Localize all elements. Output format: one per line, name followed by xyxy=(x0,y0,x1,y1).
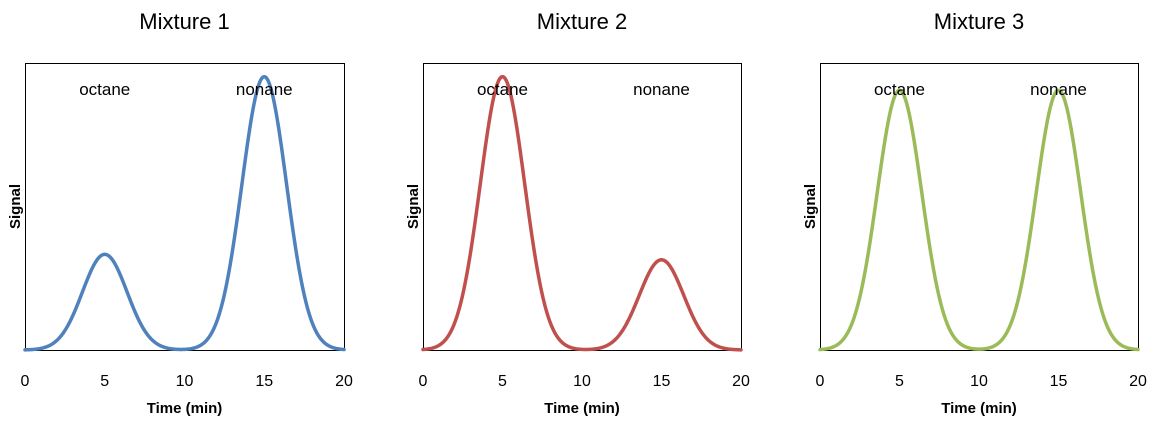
signal-line-1 xyxy=(23,74,346,352)
x-axis-label-1: Time (min) xyxy=(147,400,223,417)
x-tick-label-0-2: 0 xyxy=(419,373,428,390)
x-tick-label-5-1: 5 xyxy=(100,373,109,390)
x-axis-label-3: Time (min) xyxy=(941,400,1017,417)
chart-title-3: Mixture 3 xyxy=(934,9,1024,34)
peak-label-nonane-3: nonane xyxy=(1030,80,1087,99)
x-tick-label-0-3: 0 xyxy=(816,373,825,390)
plot-area-1 xyxy=(25,63,345,351)
chart-title-1: Mixture 1 xyxy=(139,9,229,34)
signal-line-3 xyxy=(818,88,1140,352)
x-tick-label-5-3: 5 xyxy=(895,373,904,390)
peak-label-octane-2: octane xyxy=(477,80,528,99)
signal-line-2 xyxy=(421,74,743,352)
x-tick-label-20-2: 20 xyxy=(732,373,750,390)
x-tick-label-15-1: 15 xyxy=(255,373,273,390)
x-tick-label-20-1: 20 xyxy=(335,373,353,390)
plot-area-3 xyxy=(820,63,1139,351)
plot-area-2 xyxy=(423,63,742,351)
y-axis-label-3: Signal xyxy=(802,184,819,229)
y-axis-label-1: Signal xyxy=(7,184,24,229)
x-tick-label-5-2: 5 xyxy=(498,373,507,390)
chart-panel-3: Mixture 3 octane nonane 0 5 10 15 20 Time (min) S… xyxy=(802,9,1147,417)
x-tick-label-15-3: 15 xyxy=(1050,373,1068,390)
x-tick-label-10-2: 10 xyxy=(573,373,591,390)
x-tick-label-15-2: 15 xyxy=(653,373,671,390)
x-tick-label-0-1: 0 xyxy=(21,373,30,390)
chart-panel-1: Mixture 1 octane nonane 0 5 10 15 20 Time (min) S… xyxy=(7,9,353,417)
peak-label-octane-1: octane xyxy=(79,80,130,99)
y-axis-label-2: Signal xyxy=(405,184,422,229)
peak-label-nonane-1: nonane xyxy=(236,80,293,99)
chart-panel-2: Mixture 2 octane nonane 0 5 10 15 20 Time (min) S… xyxy=(405,9,750,417)
x-axis-label-2: Time (min) xyxy=(544,400,620,417)
peak-label-octane-3: octane xyxy=(874,80,925,99)
chart-title-2: Mixture 2 xyxy=(537,9,627,34)
x-tick-label-10-1: 10 xyxy=(176,373,194,390)
peak-label-nonane-2: nonane xyxy=(633,80,690,99)
x-tick-label-20-3: 20 xyxy=(1129,373,1147,390)
x-tick-label-10-3: 10 xyxy=(970,373,988,390)
